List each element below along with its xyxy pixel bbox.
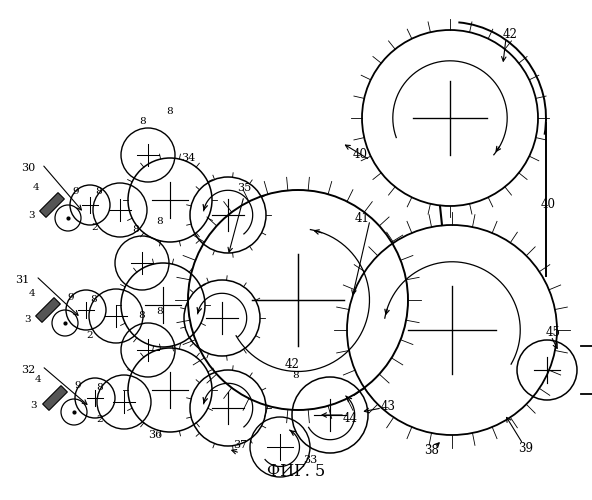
Text: 8: 8	[157, 218, 163, 226]
Text: 35: 35	[237, 183, 251, 193]
Text: 3: 3	[31, 402, 37, 410]
Text: 39: 39	[519, 442, 533, 454]
Text: 2: 2	[92, 224, 98, 232]
Text: 32: 32	[21, 365, 35, 375]
Text: 30: 30	[21, 163, 35, 173]
Text: 8: 8	[139, 312, 145, 320]
Text: 4: 4	[28, 290, 36, 298]
Text: 4: 4	[33, 184, 39, 192]
Text: 2: 2	[96, 416, 104, 424]
Polygon shape	[43, 386, 67, 410]
Text: 37: 37	[233, 440, 247, 450]
Text: 43: 43	[381, 400, 395, 413]
Text: ФИГ. 5: ФИГ. 5	[267, 464, 325, 480]
Text: 34: 34	[181, 153, 195, 163]
Polygon shape	[40, 192, 65, 218]
Text: 31: 31	[15, 275, 29, 285]
Text: 41: 41	[355, 212, 369, 224]
Text: 2: 2	[86, 332, 94, 340]
Text: 9: 9	[75, 380, 81, 390]
Text: 8: 8	[157, 308, 163, 316]
Text: 44: 44	[343, 412, 358, 424]
Text: 8: 8	[140, 118, 146, 126]
Text: 8: 8	[167, 108, 173, 116]
Text: 3: 3	[25, 316, 31, 324]
Text: 40: 40	[540, 198, 555, 211]
Polygon shape	[36, 298, 60, 322]
Text: 8: 8	[96, 384, 104, 392]
Text: 38: 38	[424, 444, 439, 456]
Text: 9: 9	[67, 294, 75, 302]
Text: 4: 4	[35, 376, 41, 384]
Text: 33: 33	[303, 455, 317, 465]
Text: 36: 36	[148, 430, 162, 440]
Text: 3: 3	[28, 210, 36, 220]
Text: 9: 9	[73, 188, 79, 196]
Text: 8: 8	[292, 372, 300, 380]
Text: 8: 8	[133, 226, 139, 234]
Text: 42: 42	[503, 28, 517, 42]
Text: 45: 45	[545, 326, 561, 338]
Text: 8: 8	[96, 188, 102, 196]
Text: 42: 42	[285, 358, 300, 372]
Text: 8: 8	[91, 296, 97, 304]
Text: 40: 40	[352, 148, 368, 162]
